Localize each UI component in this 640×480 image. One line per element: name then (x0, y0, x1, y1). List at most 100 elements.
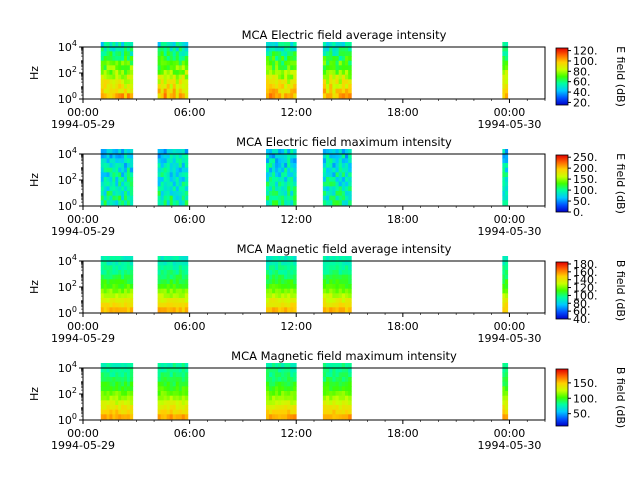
spectrogram-cell (166, 279, 171, 285)
spectrogram-cell (269, 56, 273, 62)
spectrogram-cell (172, 405, 177, 411)
spectrogram-cell (345, 167, 349, 173)
spectrogram-cell (278, 377, 282, 383)
colorbar-tick-label: 120. (573, 282, 598, 295)
spectrogram-cell (169, 79, 174, 85)
spectrogram-cell (266, 158, 270, 164)
spectrogram-cell (109, 265, 113, 271)
spectrogram-cell (278, 279, 282, 285)
spectrogram-cell (332, 74, 336, 80)
spectrogram-cell (272, 167, 276, 173)
spectrogram-cell (269, 270, 273, 276)
spectrogram-cell (322, 302, 327, 308)
spectrogram-cell (502, 279, 506, 285)
spectrogram-cell (290, 60, 294, 66)
spectrogram-block (157, 363, 189, 420)
spectrogram-cell (106, 395, 110, 401)
spectrogram-cell (272, 414, 276, 420)
spectrogram-cell (266, 298, 270, 304)
spectrogram-cell (284, 256, 288, 262)
spectrogram-cell (163, 363, 168, 369)
spectrogram-cell (169, 65, 174, 71)
spectrogram-cell (275, 88, 279, 94)
spectrogram-cell (121, 172, 125, 178)
spectrogram-cell (106, 79, 110, 85)
spectrogram-cell (112, 377, 116, 383)
spectrogram-cell (335, 195, 340, 201)
spectrogram-cell (126, 42, 131, 48)
spectrogram-cell (103, 377, 107, 383)
spectrogram-cell (157, 284, 162, 290)
spectrogram-cell (129, 51, 134, 57)
spectrogram-cell (124, 377, 128, 383)
spectrogram-cell (157, 274, 162, 280)
spectrogram-cell (118, 200, 122, 206)
spectrogram-cell (126, 93, 131, 99)
spectrogram-cell (266, 177, 270, 183)
spectrogram-cell (341, 381, 346, 387)
spectrogram-cell (322, 363, 327, 369)
spectrogram-cell (275, 386, 279, 392)
spectrogram-cell (332, 79, 336, 85)
spectrogram-cell (103, 163, 107, 169)
spectrogram-cell (338, 409, 343, 415)
spectrogram-cell (129, 400, 134, 406)
spectrogram-cell (338, 84, 343, 90)
spectrogram-cell (338, 70, 343, 76)
spectrogram-cell (118, 256, 122, 262)
spectrogram-cell (345, 93, 349, 99)
spectrogram-cell (335, 181, 340, 187)
spectrogram-cell (129, 93, 134, 99)
spectrogram-cell (290, 372, 294, 378)
x-tick-label: 06:00 (174, 320, 206, 333)
spectrogram-cell (275, 381, 279, 387)
colorbar-tick-label: 120. (573, 45, 598, 58)
spectrogram-cell (266, 293, 270, 299)
spectrogram-cell (112, 298, 116, 304)
spectrogram-cell (184, 260, 189, 266)
spectrogram-cell (287, 56, 291, 62)
spectrogram-cell (502, 65, 506, 71)
x-tick-label: 12:00 (280, 320, 312, 333)
spectrogram-cell (112, 181, 116, 187)
spectrogram-cell (118, 158, 122, 164)
spectrogram-cell (326, 302, 330, 308)
spectrogram-cell (124, 274, 128, 280)
spectrogram-cell (293, 181, 297, 187)
spectrogram-cell (106, 181, 110, 187)
spectrogram-cell (281, 298, 285, 304)
spectrogram-cell (290, 177, 294, 183)
spectrogram-cell (348, 177, 352, 183)
spectrogram-cell (118, 88, 122, 94)
spectrogram-cell (278, 70, 282, 76)
spectrogram-cell (100, 302, 105, 308)
spectrogram-cell (348, 163, 352, 169)
spectrogram-cell (118, 163, 122, 169)
spectrogram-cell (157, 409, 162, 415)
spectrogram-cell (345, 405, 349, 411)
spectrogram-cell (106, 186, 110, 192)
spectrogram-cell (106, 284, 110, 290)
spectrogram-cell (118, 409, 122, 415)
spectrogram-cell (341, 79, 346, 85)
spectrogram-cell (345, 56, 349, 62)
spectrogram-cell (106, 270, 110, 276)
spectrogram-cell (106, 172, 110, 178)
spectrogram-cell (335, 177, 340, 183)
spectrogram-cell (129, 74, 134, 80)
spectrogram-cell (109, 391, 113, 397)
spectrogram-block (100, 149, 134, 206)
spectrogram-cell (181, 181, 186, 187)
spectrogram-cell (275, 181, 279, 187)
spectrogram-cell (100, 400, 105, 406)
spectrogram-cell (326, 363, 330, 369)
spectrogram-cell (115, 163, 119, 169)
spectrogram-cell (284, 79, 288, 85)
spectrogram-cell (115, 79, 119, 85)
spectrogram-cell (335, 65, 340, 71)
spectrogram-cell (275, 293, 279, 299)
x-tick-label: 12:00 (280, 427, 312, 440)
spectrogram-cell (172, 260, 177, 266)
spectrogram-cell (163, 149, 168, 155)
spectrogram-cell (338, 405, 343, 411)
